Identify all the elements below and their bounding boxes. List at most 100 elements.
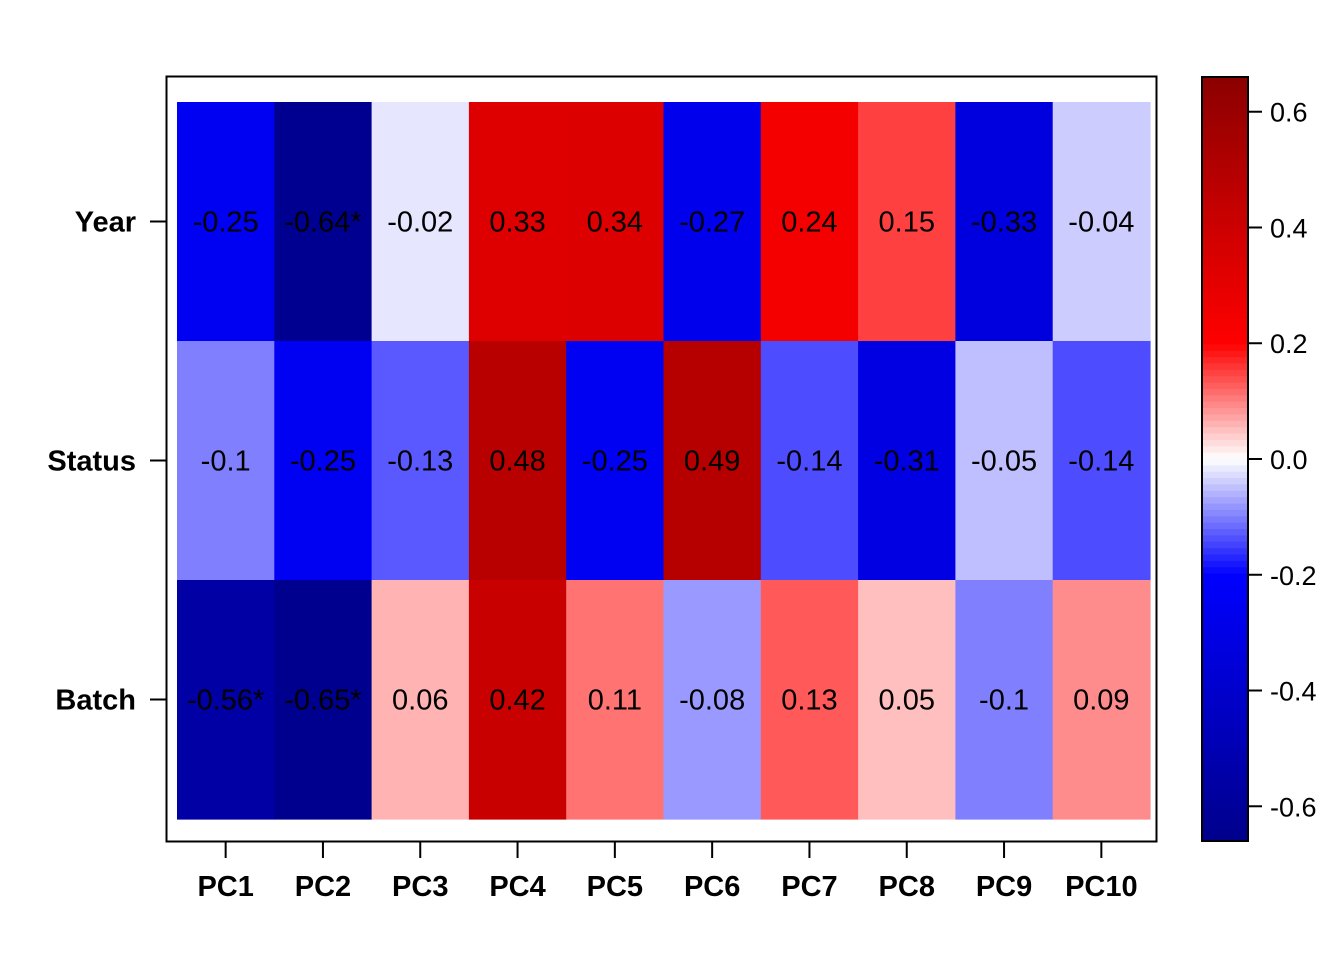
heatmap-cell-year-pc5 [566, 102, 665, 342]
colorbar-segment [1202, 656, 1248, 664]
colorbar-segment [1202, 452, 1248, 460]
cell-value-label: 0.09 [1073, 685, 1129, 717]
colorbar-segment [1202, 427, 1248, 435]
colorbar-segment [1202, 573, 1248, 581]
cell-value-label: 0.15 [879, 207, 935, 239]
colorbar-segment [1202, 726, 1248, 734]
colorbar-segment [1202, 312, 1248, 320]
heatmap-cell-year-pc8 [858, 102, 956, 342]
colorbar-segment [1202, 643, 1248, 651]
colorbar-segment [1202, 802, 1248, 810]
heatmap-cell-year-pc6 [663, 102, 762, 342]
colorbar-segment [1202, 318, 1248, 326]
cell-value-label: 0.11 [588, 685, 642, 717]
colorbar-segment [1202, 217, 1248, 225]
heatmap-cell-year-pc9 [955, 102, 1054, 342]
column-label-pc3: PC3 [392, 871, 448, 903]
colorbar-segment [1202, 191, 1248, 199]
colorbar-segment [1202, 140, 1248, 148]
colorbar-segment [1202, 153, 1248, 161]
colorbar-tick-label: -0.2 [1270, 561, 1317, 591]
cell-value-label: -0.25 [582, 446, 648, 478]
heatmap-cell-batch-pc10 [1052, 580, 1151, 820]
colorbar-segment [1202, 401, 1248, 409]
colorbar-segment [1202, 707, 1248, 715]
heatmap-cell-year-pc1 [177, 102, 275, 342]
heatmap-cell-status-pc2 [274, 341, 373, 581]
cell-value-label: -0.33 [971, 207, 1037, 239]
colorbar-segment [1202, 274, 1248, 282]
cell-value-label: -0.05 [971, 446, 1037, 478]
colorbar-segment [1202, 554, 1248, 562]
colorbar-segment [1202, 382, 1248, 390]
cell-value-label: -0.1 [979, 685, 1029, 717]
colorbar-segment [1202, 395, 1248, 403]
heatmap-cell-year-pc10 [1052, 102, 1151, 342]
colorbar-segment [1202, 834, 1248, 842]
heatmap-cell-batch-pc7 [760, 580, 859, 820]
colorbar-segment [1202, 777, 1248, 785]
colorbar-segment [1202, 497, 1248, 505]
colorbar-segment [1202, 669, 1248, 677]
cell-value-label: 0.42 [489, 685, 545, 717]
colorbar-segment [1202, 745, 1248, 753]
heatmap-cell-batch-pc3 [371, 580, 470, 820]
colorbar-segment [1202, 586, 1248, 594]
colorbar-segment [1202, 522, 1248, 530]
colorbar-segment [1202, 344, 1248, 352]
cell-value-label: -0.27 [679, 207, 745, 239]
colorbar-segment [1202, 790, 1248, 798]
colorbar-segment [1202, 675, 1248, 683]
cell-value-label: -0.04 [1068, 207, 1134, 239]
cell-value-label: 0.33 [489, 207, 545, 239]
colorbar-segment [1202, 471, 1248, 479]
colorbar-segment [1202, 102, 1248, 110]
colorbar: 0.6 0.4 0.2 0.0 -0.2 -0.4 -0.6 [1201, 76, 1317, 842]
column-label-pc2: PC2 [295, 871, 351, 903]
colorbar-segment [1202, 159, 1248, 167]
colorbar-segment [1202, 83, 1248, 91]
heatmap-cell-status-pc8 [858, 341, 956, 581]
colorbar-segment [1202, 592, 1248, 600]
colorbar-segment [1202, 134, 1248, 142]
column-axis: PC1 PC2 PC3 PC4 PC5 PC6 PC7 PC8 PC9 PC10 [197, 842, 1138, 903]
colorbar-segment [1202, 815, 1248, 823]
colorbar-tick-label: -0.6 [1270, 792, 1317, 822]
colorbar-segment [1202, 529, 1248, 537]
colorbar-segment [1202, 624, 1248, 632]
colorbar-segment [1202, 579, 1248, 588]
colorbar-segment [1202, 681, 1248, 689]
colorbar-segment [1202, 433, 1248, 441]
column-label-pc5: PC5 [587, 871, 643, 903]
colorbar-segment [1202, 350, 1248, 358]
colorbar-segment [1202, 637, 1248, 645]
colorbar-segment [1202, 739, 1248, 747]
heatmap-cell-batch-pc8 [858, 580, 956, 820]
column-label-pc1: PC1 [197, 871, 253, 903]
colorbar-segment [1202, 662, 1248, 670]
colorbar-segment [1202, 821, 1248, 829]
colorbar-segment [1202, 229, 1248, 237]
colorbar-segment [1202, 541, 1248, 549]
colorbar-segment [1202, 293, 1248, 301]
cell-value-label: -0.02 [387, 207, 453, 239]
colorbar-segment [1202, 96, 1248, 104]
column-label-pc8: PC8 [879, 871, 935, 903]
colorbar-tick-label: -0.4 [1270, 677, 1317, 707]
column-label-pc10: PC10 [1065, 871, 1138, 903]
colorbar-segment [1202, 204, 1248, 212]
colorbar-tick-label: 0.6 [1270, 98, 1308, 128]
heatmap-cell-status-pc7 [760, 341, 859, 581]
colorbar-segment [1202, 77, 1248, 85]
heatmap-cell-status-pc5 [566, 341, 665, 581]
cell-value-label: -0.14 [1068, 446, 1134, 478]
cell-value-label: -0.25 [193, 207, 259, 239]
cell-value-label: 0.48 [489, 446, 545, 478]
colorbar-segment [1202, 439, 1248, 447]
colorbar-segment [1202, 567, 1248, 575]
colorbar-segment [1202, 261, 1248, 269]
colorbar-segment [1202, 535, 1248, 543]
heatmap-cell-batch-pc6 [663, 580, 762, 820]
colorbar-segment [1202, 121, 1248, 129]
